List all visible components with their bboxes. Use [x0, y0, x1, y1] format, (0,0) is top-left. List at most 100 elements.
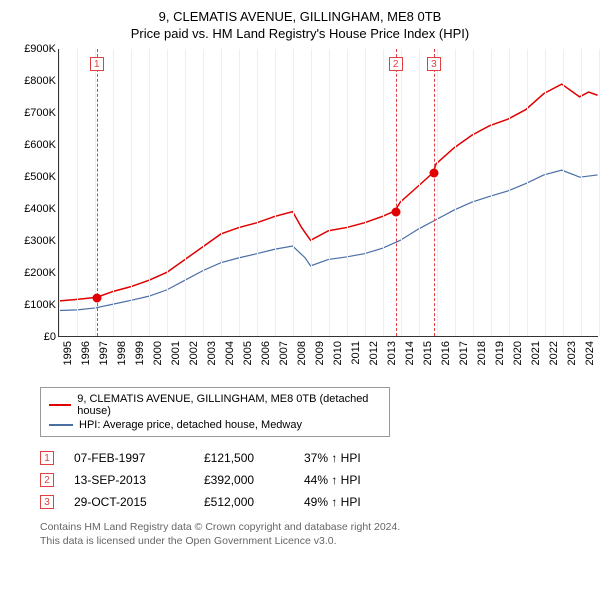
grid-line — [329, 49, 330, 336]
reference-line — [434, 49, 435, 336]
y-tick-label: £600K — [24, 139, 56, 151]
sales-table: 1 07-FEB-1997 £121,500 37% ↑ HPI 2 13-SEP-201… — [40, 447, 592, 513]
y-tick-label: £800K — [24, 75, 56, 87]
grid-line — [257, 49, 258, 336]
grid-line — [383, 49, 384, 336]
reference-line — [396, 49, 397, 336]
chart-title: 9, CLEMATIS AVENUE, GILLINGHAM, ME8 0TB — [8, 8, 592, 26]
sale-row: 213-SEP-2013£392,00044% ↑ HPI — [40, 469, 592, 491]
x-tick-label: 2014 — [404, 341, 416, 365]
grid-line — [491, 49, 492, 336]
x-tick-label: 2015 — [422, 341, 434, 365]
y-tick-label: £400K — [24, 203, 56, 215]
legend-swatch — [49, 424, 73, 426]
sale-date: 07-FEB-1997 — [74, 451, 184, 465]
x-tick-label: 2001 — [170, 341, 182, 365]
x-tick-label: 1996 — [80, 341, 92, 365]
y-tick-label: £300K — [24, 235, 56, 247]
grid-line — [167, 49, 168, 336]
footnote-line: This data is licensed under the Open Gov… — [40, 535, 592, 549]
x-tick-label: 2006 — [260, 341, 272, 365]
grid-line — [545, 49, 546, 336]
grid-line — [77, 49, 78, 336]
reference-marker-box: 1 — [90, 57, 104, 71]
x-tick-label: 2008 — [296, 341, 308, 365]
sale-index-box: 2 — [40, 473, 54, 487]
grid-line — [527, 49, 528, 336]
sale-price: £392,000 — [204, 473, 284, 487]
x-tick-label: 1999 — [134, 341, 146, 365]
grid-line — [131, 49, 132, 336]
y-tick-label: £0 — [44, 331, 56, 343]
x-tick-label: 2002 — [188, 341, 200, 365]
grid-line — [437, 49, 438, 336]
sale-hpi: 49% ↑ HPI — [304, 495, 394, 509]
legend-item: HPI: Average price, detached house, Medw… — [49, 418, 381, 432]
x-tick-label: 2011 — [350, 341, 362, 365]
sale-index-box: 1 — [40, 451, 54, 465]
legend-label: 9, CLEMATIS AVENUE, GILLINGHAM, ME8 0TB … — [77, 393, 381, 417]
chart-area: 123 £0£100K£200K£300K£400K£500K£600K£700… — [40, 49, 600, 379]
x-tick-label: 2007 — [278, 341, 290, 365]
chart-subtitle: Price paid vs. HM Land Registry's House … — [8, 26, 592, 41]
x-tick-label: 2023 — [566, 341, 578, 365]
grid-line — [581, 49, 582, 336]
x-tick-label: 2016 — [440, 341, 452, 365]
x-tick-label: 2012 — [368, 341, 380, 365]
footnote-line: Contains HM Land Registry data © Crown c… — [40, 521, 592, 535]
sale-date: 13-SEP-2013 — [74, 473, 184, 487]
x-tick-label: 1997 — [98, 341, 110, 365]
grid-line — [275, 49, 276, 336]
x-tick-label: 2009 — [314, 341, 326, 365]
grid-line — [473, 49, 474, 336]
x-tick-label: 2013 — [386, 341, 398, 365]
y-tick-label: £500K — [24, 171, 56, 183]
legend-item: 9, CLEMATIS AVENUE, GILLINGHAM, ME8 0TB … — [49, 392, 381, 418]
sale-row: 1 07-FEB-1997 £121,500 37% ↑ HPI — [40, 447, 592, 469]
footnote: Contains HM Land Registry data © Crown c… — [40, 521, 592, 548]
plot-region: 1 2 3 — [58, 49, 598, 337]
x-tick-label: 1995 — [62, 341, 74, 365]
grid-line — [401, 49, 402, 336]
legend: 9, CLEMATIS AVENUE, GILLINGHAM, ME8 0TB … — [40, 387, 390, 437]
grid-line — [59, 49, 60, 336]
sale-marker — [391, 207, 400, 216]
x-tick-label: 2024 — [584, 341, 596, 365]
grid-line — [185, 49, 186, 336]
sale-index-box: 3 — [40, 495, 54, 509]
grid-line — [347, 49, 348, 336]
y-tick-label: £100K — [24, 299, 56, 311]
grid-line — [365, 49, 366, 336]
grid-line — [149, 49, 150, 336]
x-tick-label: 2004 — [224, 341, 236, 365]
grid-line — [113, 49, 114, 336]
sale-price: £121,500 — [204, 451, 284, 465]
y-tick-label: £900K — [24, 43, 56, 55]
x-tick-label: 2021 — [530, 341, 542, 365]
grid-line — [311, 49, 312, 336]
grid-line — [293, 49, 294, 336]
x-tick-label: 2019 — [494, 341, 506, 365]
y-tick-label: £200K — [24, 267, 56, 279]
x-tick-label: 2017 — [458, 341, 470, 365]
x-tick-label: 1998 — [116, 341, 128, 365]
grid-line — [203, 49, 204, 336]
x-tick-label: 2003 — [206, 341, 218, 365]
grid-line — [239, 49, 240, 336]
x-tick-label: 2000 — [152, 341, 164, 365]
x-tick-label: 2022 — [548, 341, 560, 365]
sale-date: 29-OCT-2015 — [74, 495, 184, 509]
grid-line — [221, 49, 222, 336]
x-tick-label: 2010 — [332, 341, 344, 365]
grid-line — [455, 49, 456, 336]
x-tick-label: 2005 — [242, 341, 254, 365]
sale-marker — [429, 169, 438, 178]
x-tick-label: 2018 — [476, 341, 488, 365]
reference-marker-box: 2 — [389, 57, 403, 71]
sale-row: 3 29-OCT-2015 £512,000 49% ↑ HPI — [40, 491, 592, 513]
sale-hpi: 37% ↑ HPI — [304, 451, 394, 465]
x-tick-label: 2020 — [512, 341, 524, 365]
legend-swatch — [49, 404, 71, 406]
reference-marker-box: 3 — [427, 57, 441, 71]
sale-price: £512,000 — [204, 495, 284, 509]
